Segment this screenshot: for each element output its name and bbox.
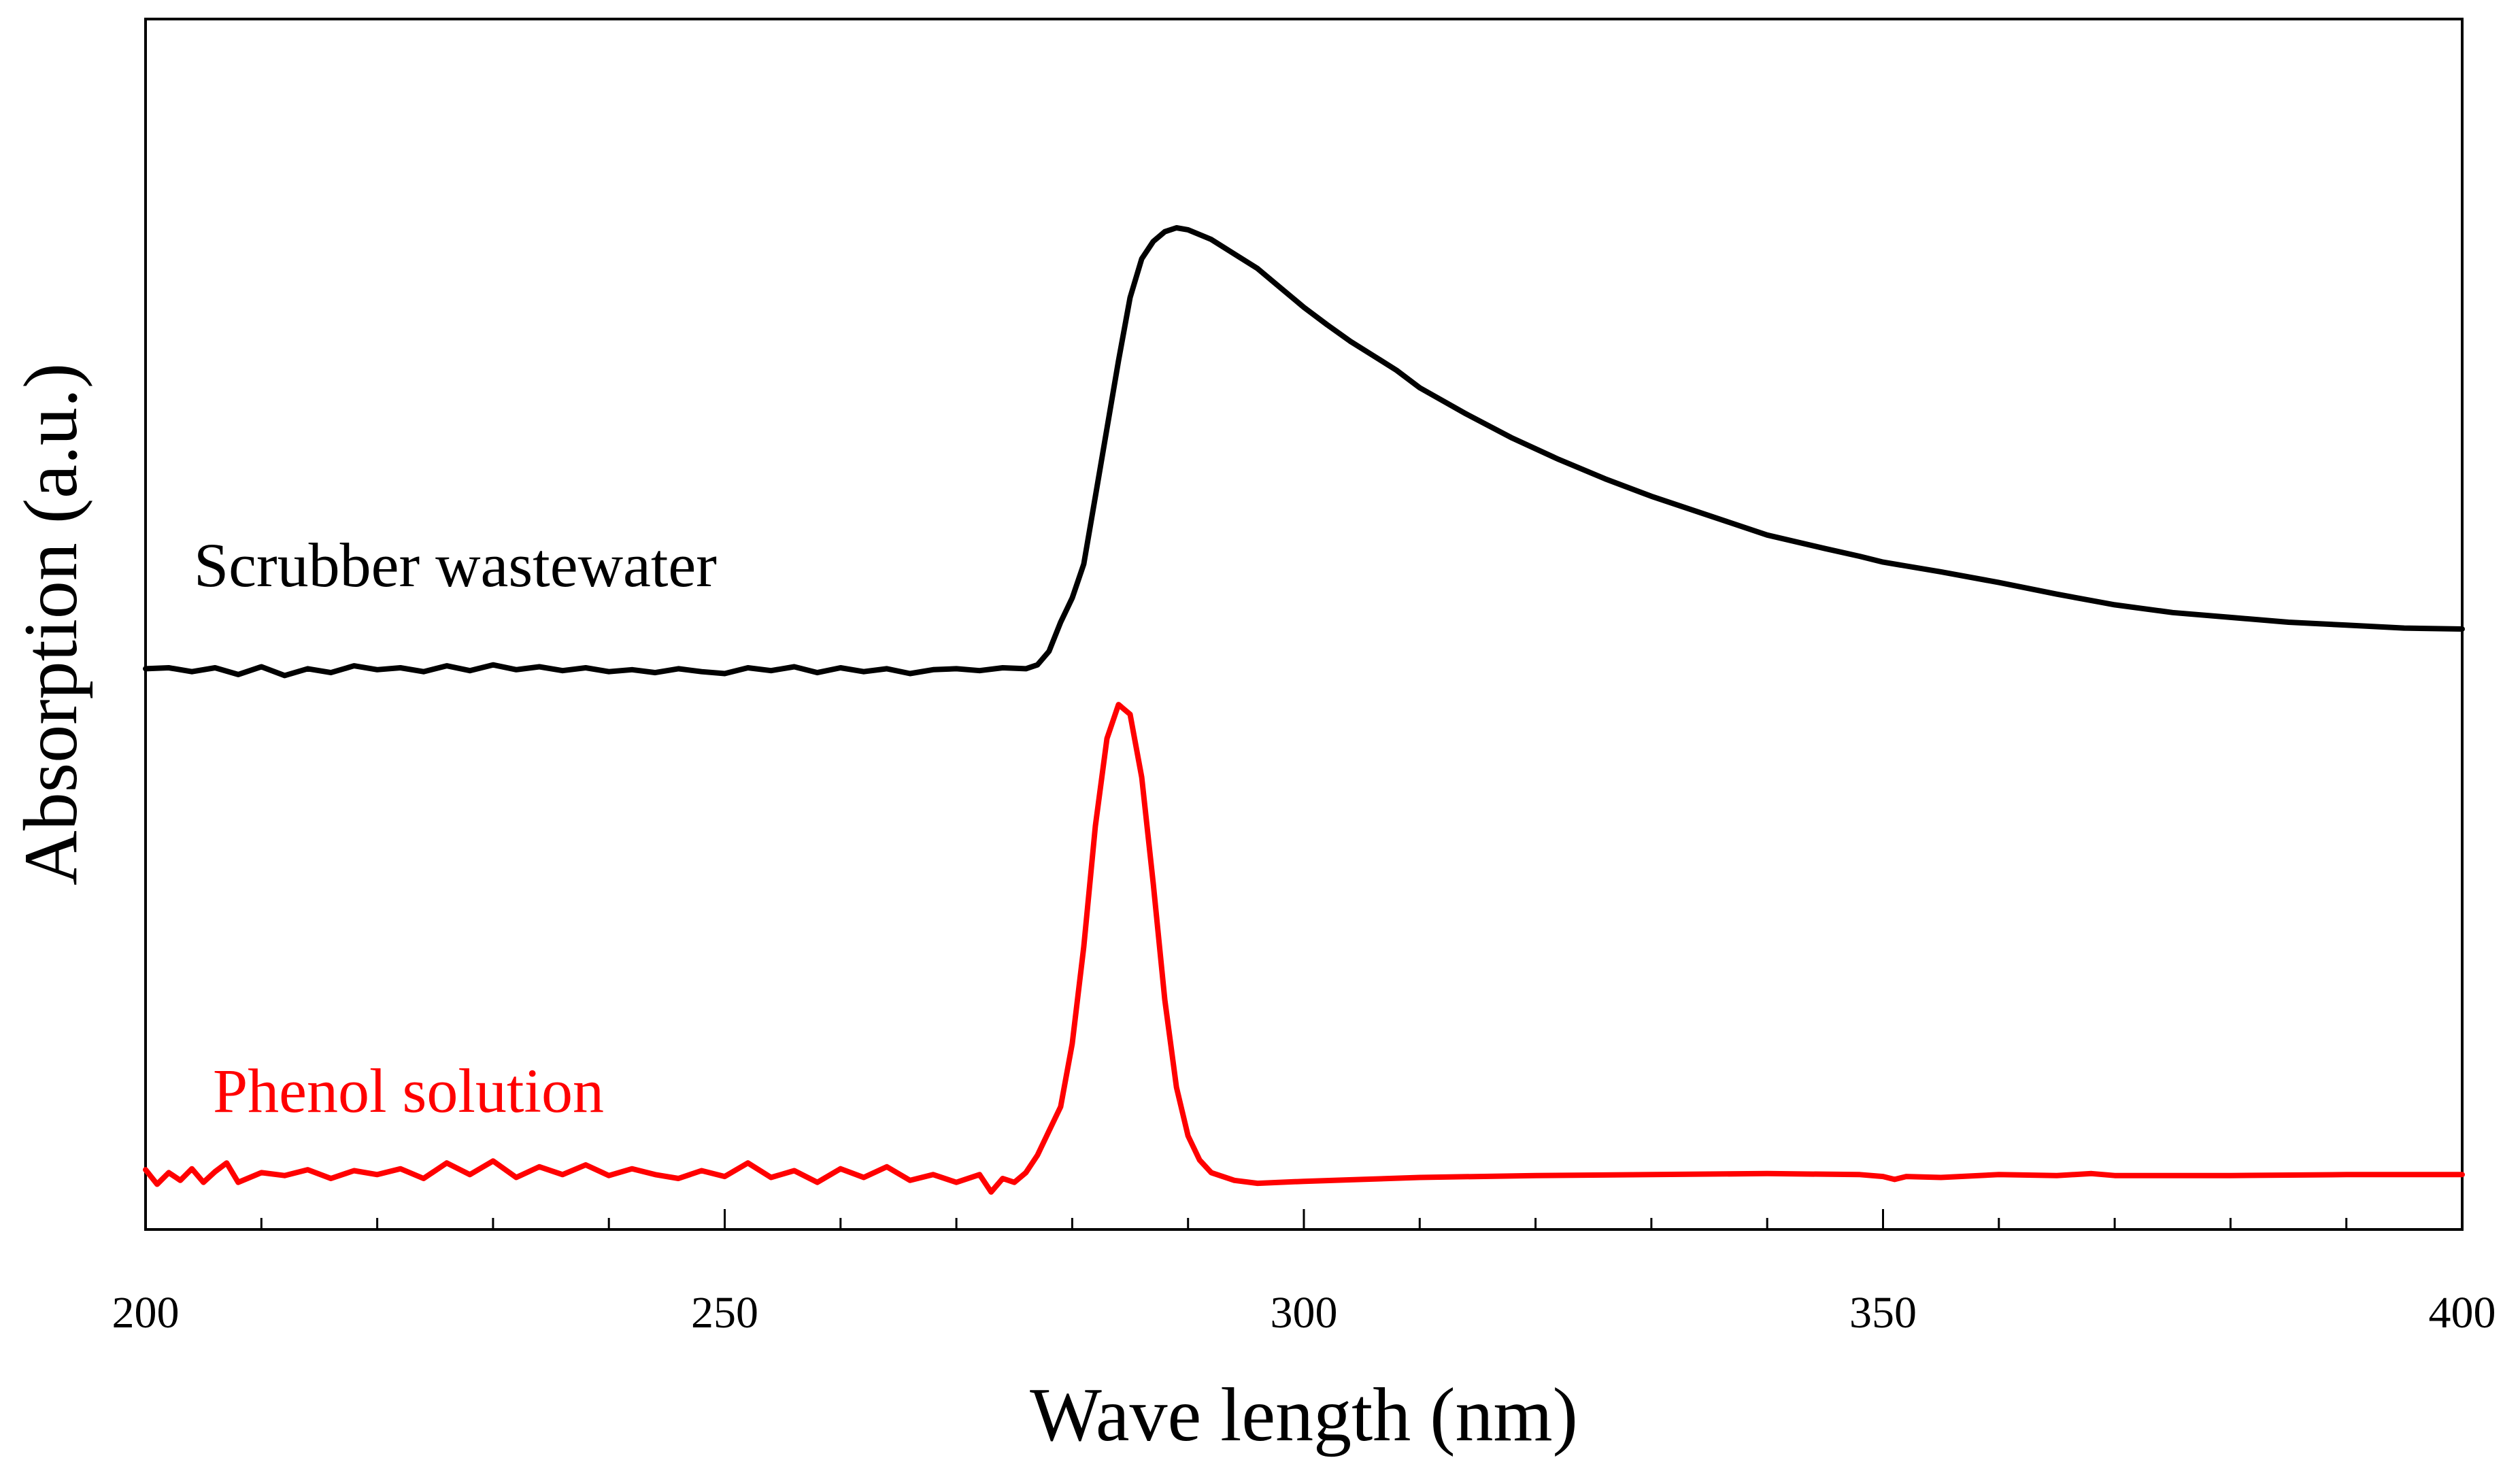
series-line-scrubber-wastewater xyxy=(143,225,2465,679)
x-axis-ticks: 200 250 300 350 400 xyxy=(112,1209,2496,1338)
x-axis-title: Wave length (nm) xyxy=(1030,1373,1578,1457)
y-axis-title: Absorption (a.u.) xyxy=(9,363,93,885)
x-tick-label: 300 xyxy=(1271,1288,1338,1338)
label-layer: Scrubber wastewater Phenol solution xyxy=(194,530,717,1125)
series-line-phenol-solution xyxy=(143,702,2465,1195)
x-tick-label: 250 xyxy=(691,1288,758,1338)
x-tick-label: 400 xyxy=(2429,1288,2496,1338)
x-tick-label: 200 xyxy=(112,1288,180,1338)
plot-frame xyxy=(144,18,2464,1231)
series-label-phenol-solution: Phenol solution xyxy=(213,1056,604,1125)
series-label-scrubber-wastewater: Scrubber wastewater xyxy=(194,530,717,600)
x-tick-label: 350 xyxy=(1849,1288,1917,1338)
series-layer xyxy=(143,225,2465,1195)
